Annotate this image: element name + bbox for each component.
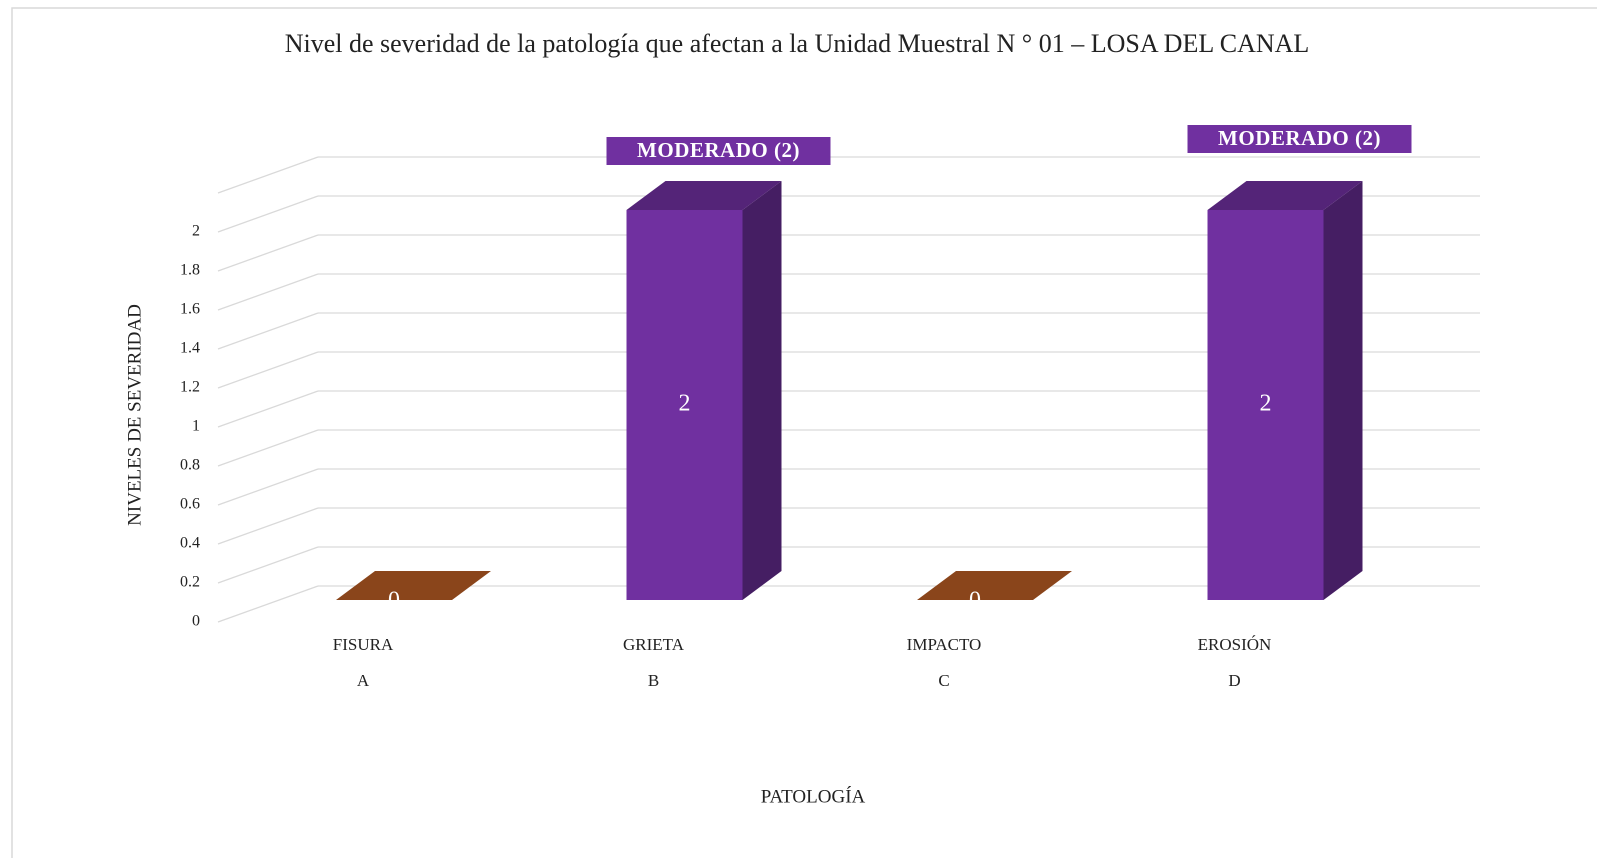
grid-line [217, 156, 319, 194]
annotation-box [606, 137, 831, 165]
x-tick-label: IMPACTO [907, 635, 982, 654]
y-tick-label: 0.4 [180, 535, 200, 552]
x-tick-label: D [1228, 671, 1240, 690]
grid-line [217, 195, 319, 233]
grid-line [217, 429, 319, 467]
y-tick-label: 0.6 [180, 496, 200, 513]
grid-line [217, 468, 319, 506]
y-tick-label: 1.2 [180, 379, 200, 396]
y-tick-label: 1.6 [180, 301, 200, 318]
grid-line [217, 585, 319, 623]
x-axis-title: PATOLOGÍA [761, 785, 866, 807]
y-tick-label: 0.8 [180, 457, 200, 474]
bar-top [626, 181, 782, 210]
data-label: 2 [1260, 391, 1272, 417]
bar [626, 181, 782, 600]
grid-line [217, 234, 319, 272]
grid-line [217, 312, 319, 350]
grid-line [217, 546, 319, 584]
bar [917, 571, 1072, 600]
data-label: 2 [679, 391, 691, 417]
grid-line [217, 390, 319, 428]
data-label: 0 [388, 588, 400, 614]
y-tick-label: 1 [192, 418, 200, 435]
grid-line [217, 351, 319, 389]
x-tick-label: A [357, 671, 370, 690]
bar [1207, 181, 1363, 600]
y-tick-label: 0.2 [180, 574, 200, 591]
annotation-box [1187, 125, 1412, 153]
chart-title: Nivel de severidad de la patología que a… [285, 29, 1310, 58]
x-tick-label: B [648, 671, 659, 690]
x-tick-label: GRIETA [623, 635, 685, 654]
x-tick-label: C [938, 671, 949, 690]
y-axis-title: NIVELES DE SEVERIDAD [124, 304, 145, 526]
bar-top [917, 571, 1072, 600]
annotation: MODERADO (2) [637, 138, 800, 162]
y-tick-label: 1.4 [180, 340, 200, 357]
bar-side [742, 181, 782, 600]
y-tick-label: 0 [192, 613, 200, 630]
y-tick-label: 2 [192, 223, 200, 240]
bar-top [1207, 181, 1363, 210]
bar-front [626, 210, 743, 600]
bar-top [336, 571, 491, 600]
data-label: 0 [969, 588, 981, 614]
bar-front [1207, 210, 1324, 600]
annotation: MODERADO (2) [1218, 126, 1381, 150]
bar [336, 571, 491, 600]
x-tick-label: FISURA [333, 635, 394, 654]
bar-side [1323, 181, 1363, 600]
grid-line [217, 507, 319, 545]
grid-line [217, 273, 319, 311]
x-tick-label: EROSIÓN [1198, 635, 1272, 654]
y-tick-label: 1.8 [180, 262, 200, 279]
